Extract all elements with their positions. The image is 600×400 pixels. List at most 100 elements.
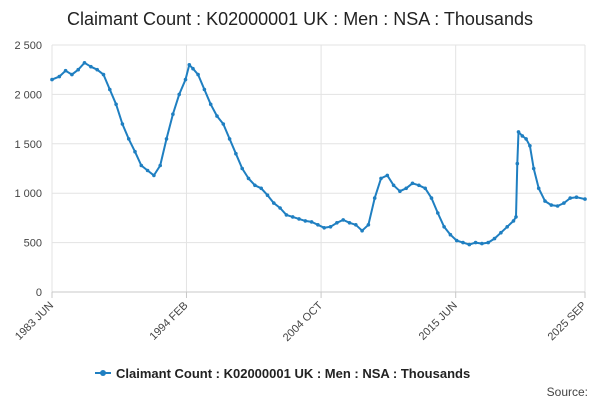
- data-point[interactable]: [208, 102, 213, 107]
- data-point[interactable]: [515, 161, 520, 166]
- data-point[interactable]: [429, 196, 434, 200]
- data-point[interactable]: [442, 225, 446, 229]
- data-point[interactable]: [95, 67, 99, 72]
- data-point[interactable]: [480, 241, 484, 246]
- data-point[interactable]: [316, 223, 320, 227]
- data-point[interactable]: [499, 230, 503, 235]
- data-point[interactable]: [240, 166, 244, 171]
- data-point[interactable]: [524, 137, 528, 141]
- data-point[interactable]: [372, 196, 377, 200]
- data-point[interactable]: [272, 201, 276, 205]
- data-point[interactable]: [555, 204, 560, 208]
- data-point[interactable]: [516, 130, 521, 134]
- data-point[interactable]: [562, 201, 566, 205]
- legend: Claimant Count : K02000001 UK : Men : NS…: [95, 366, 470, 381]
- data-point[interactable]: [120, 122, 125, 126]
- data-point[interactable]: [152, 173, 156, 178]
- data-point[interactable]: [322, 226, 327, 230]
- data-point[interactable]: [347, 221, 352, 225]
- x-tick-label: 2015 JUN: [417, 300, 460, 343]
- data-point[interactable]: [366, 223, 371, 227]
- data-point[interactable]: [234, 151, 238, 156]
- data-point[interactable]: [227, 137, 232, 141]
- data-point[interactable]: [221, 122, 226, 126]
- data-point[interactable]: [108, 87, 112, 92]
- data-point[interactable]: [177, 92, 181, 97]
- data-point[interactable]: [354, 223, 358, 227]
- data-point[interactable]: [536, 186, 541, 191]
- data-point[interactable]: [196, 72, 200, 77]
- data-point[interactable]: [583, 197, 587, 201]
- data-point[interactable]: [454, 238, 459, 243]
- data-point[interactable]: [531, 166, 536, 171]
- data-point[interactable]: [335, 221, 339, 225]
- data-point[interactable]: [574, 195, 579, 199]
- data-point[interactable]: [164, 137, 169, 141]
- data-point[interactable]: [158, 163, 162, 168]
- data-point[interactable]: [309, 220, 314, 224]
- data-point[interactable]: [284, 213, 289, 217]
- series-line: [51, 61, 586, 246]
- data-point[interactable]: [139, 163, 144, 168]
- data-point[interactable]: [126, 137, 131, 141]
- data-point[interactable]: [505, 225, 510, 229]
- data-point[interactable]: [63, 68, 68, 73]
- data-point[interactable]: [410, 181, 415, 186]
- data-point[interactable]: [57, 74, 62, 79]
- data-point[interactable]: [385, 173, 390, 178]
- data-point[interactable]: [89, 64, 93, 69]
- x-tick-label: 2004 OCT: [281, 299, 326, 344]
- data-point[interactable]: [514, 215, 518, 219]
- y-tick-label: 2 000: [14, 89, 42, 101]
- data-point[interactable]: [423, 186, 428, 191]
- data-point[interactable]: [549, 203, 554, 207]
- data-point[interactable]: [436, 211, 440, 215]
- series-layer: [50, 61, 587, 247]
- data-point[interactable]: [259, 186, 264, 191]
- legend-swatch-marker: [100, 370, 106, 376]
- data-point[interactable]: [82, 61, 87, 65]
- data-point[interactable]: [202, 87, 207, 92]
- data-point[interactable]: [265, 193, 270, 197]
- data-point[interactable]: [101, 72, 106, 77]
- data-point[interactable]: [145, 168, 150, 173]
- data-point[interactable]: [303, 219, 308, 223]
- data-point[interactable]: [187, 63, 192, 67]
- data-point[interactable]: [50, 77, 54, 82]
- data-point[interactable]: [246, 176, 251, 181]
- data-point[interactable]: [511, 219, 516, 223]
- data-point[interactable]: [297, 217, 301, 221]
- data-point[interactable]: [404, 186, 409, 191]
- legend-label: Claimant Count : K02000001 UK : Men : NS…: [116, 366, 470, 381]
- data-point[interactable]: [461, 240, 465, 245]
- data-point[interactable]: [391, 183, 396, 188]
- data-point[interactable]: [417, 183, 421, 188]
- grid-lines: [51, 44, 586, 293]
- data-point[interactable]: [568, 196, 572, 200]
- data-point[interactable]: [379, 176, 383, 181]
- data-point[interactable]: [528, 144, 532, 148]
- data-point[interactable]: [467, 242, 472, 247]
- data-point[interactable]: [183, 77, 188, 82]
- data-point[interactable]: [171, 112, 175, 116]
- data-point[interactable]: [543, 199, 547, 203]
- data-point[interactable]: [290, 215, 295, 219]
- data-point[interactable]: [114, 102, 118, 107]
- data-point[interactable]: [492, 236, 497, 241]
- data-point[interactable]: [360, 228, 364, 233]
- data-point[interactable]: [328, 225, 333, 229]
- data-point[interactable]: [278, 206, 282, 210]
- data-point[interactable]: [520, 134, 525, 138]
- data-point[interactable]: [191, 66, 195, 71]
- data-point[interactable]: [133, 149, 137, 154]
- data-point[interactable]: [76, 67, 80, 72]
- data-point[interactable]: [253, 183, 257, 188]
- data-point[interactable]: [70, 72, 74, 77]
- data-point[interactable]: [448, 232, 453, 237]
- data-point[interactable]: [398, 189, 402, 193]
- data-point[interactable]: [486, 240, 491, 245]
- data-point[interactable]: [215, 114, 219, 118]
- data-point[interactable]: [341, 218, 346, 222]
- data-point[interactable]: [473, 240, 478, 245]
